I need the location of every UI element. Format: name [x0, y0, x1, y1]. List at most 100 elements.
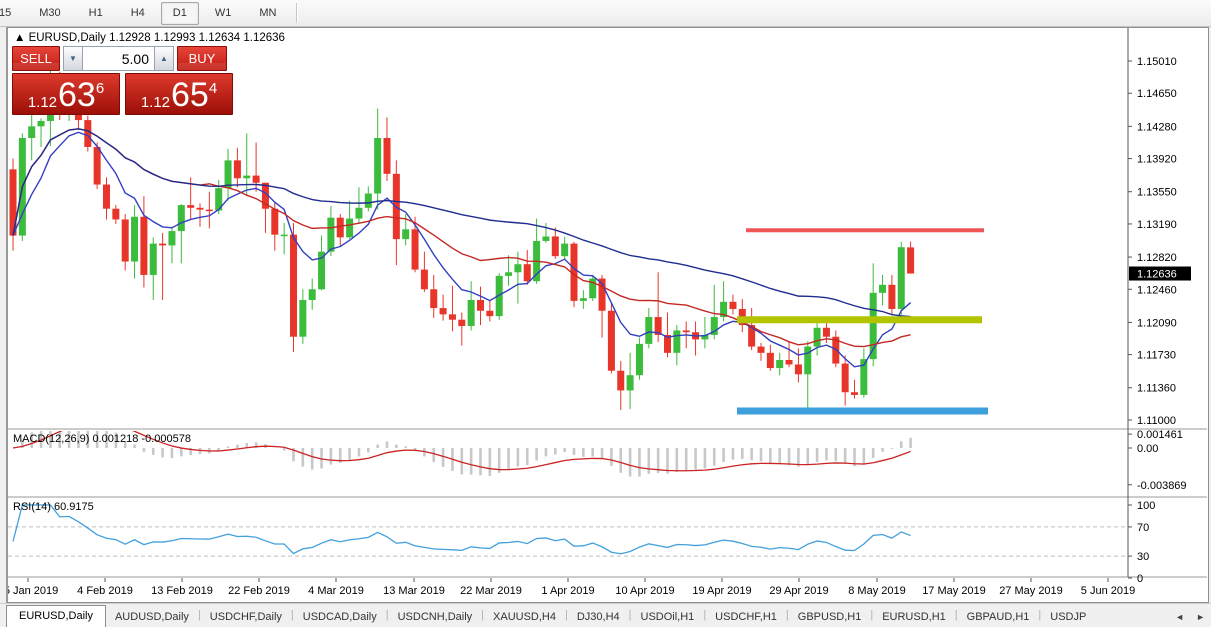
timeframe-button-h4[interactable]: H4: [130, 6, 145, 19]
tabs-scroll-right-icon[interactable]: ►: [1196, 612, 1205, 622]
macd-pane: [12, 431, 912, 477]
tab-scroll-arrows: ◄ ►: [1172, 611, 1208, 623]
date-tick-label: 22 Mar 2019: [460, 585, 522, 597]
symbol-tab-usdcnh-daily[interactable]: USDCNH,Daily: [397, 611, 473, 623]
macd-axis-label: -0.003869: [1137, 480, 1187, 492]
symbol-tab-eurusd-h1[interactable]: EURUSD,H1: [882, 611, 946, 623]
sell-button[interactable]: SELL: [12, 46, 60, 71]
buy-price-display[interactable]: 1.12 65 4: [125, 73, 233, 115]
current-price-label: 1.12636: [1137, 269, 1177, 281]
macd-axis-label: 0.00: [1137, 443, 1158, 455]
price-axis-label: 1.12090: [1137, 317, 1177, 329]
volume-decrease-button[interactable]: ▼: [63, 46, 83, 71]
moving-average-slow: [12, 128, 911, 318]
one-click-trading-panel: SELL ▼ 5.00 ▲ BUY 1.12 63 6 1.12 65 4: [12, 46, 233, 115]
symbol-tab-eurusd-daily[interactable]: EURUSD,Daily: [6, 605, 106, 627]
date-tick-label: 13 Feb 2019: [151, 585, 213, 597]
symbol-tab-usdchf-daily[interactable]: USDCHF,Daily: [209, 611, 282, 623]
sell-price-big: 63: [58, 76, 96, 114]
macd-axis-label: 0.001461: [1137, 429, 1183, 441]
symbol-tab-xauusd-h4[interactable]: XAUUSD,H4: [493, 611, 556, 623]
price-axis-label: 1.14650: [1137, 88, 1177, 100]
date-tick-label: 19 Apr 2019: [692, 585, 751, 597]
buy-button[interactable]: BUY: [177, 46, 227, 71]
tab-separator: |: [703, 609, 707, 621]
tab-separator: |: [628, 609, 632, 621]
date-tick-label: 29 Apr 2019: [769, 585, 828, 597]
symbol-tab-gbpaud-h1[interactable]: GBPAUD,H1: [966, 611, 1030, 623]
rsi-axis-label: 0: [1137, 573, 1143, 585]
rsi-axis-label: 30: [1137, 551, 1149, 563]
chart-ohlc-header: ▲ EURUSD,Daily 1.12928 1.12993 1.12634 1…: [14, 32, 285, 44]
price-axis-label: 1.12820: [1137, 252, 1177, 264]
rsi-axis-label: 100: [1137, 500, 1155, 512]
chart-window[interactable]: 1.15010 1.14650 1.14280 1.13920 1.13550 1.131…: [6, 27, 1209, 603]
tab-separator: |: [290, 609, 294, 621]
moving-average-fast: [12, 131, 912, 368]
timeframe-button-d1[interactable]: D1: [160, 1, 199, 25]
timeframe-button-w1[interactable]: W1: [214, 6, 232, 19]
toolbar-separator: [296, 3, 299, 23]
symbol-tabbar: EURUSD,Daily AUDUSD,Daily | USDCHF,Daily | US…: [0, 603, 1211, 627]
symbol-tab-gbpusd-h1[interactable]: GBPUSD,H1: [797, 611, 862, 623]
symbol-tabs: EURUSD,Daily AUDUSD,Daily | USDCHF,Daily | US…: [0, 605, 1095, 627]
sell-price-display[interactable]: 1.12 63 6: [12, 73, 120, 115]
rsi-label: RSI(14) 60.9175: [13, 501, 94, 513]
tabs-scroll-left-icon[interactable]: ◄: [1175, 612, 1185, 622]
buy-price-pip: 4: [208, 80, 218, 97]
symbol-tab-usdcad-daily[interactable]: USDCAD,Daily: [302, 611, 377, 623]
tab-separator: |: [785, 609, 789, 621]
rsi-line: [12, 504, 911, 555]
price-axis-label: 1.11000: [1137, 415, 1176, 427]
symbol-tab-usdjp[interactable]: USDJP: [1050, 611, 1087, 623]
macd-signal-line: [12, 431, 911, 472]
date-tick-label: 10 Apr 2019: [615, 585, 674, 597]
timeframe-button-mn[interactable]: MN: [259, 6, 277, 19]
date-tick-label: 27 May 2019: [999, 585, 1063, 597]
timeframe-button-h1[interactable]: H1: [88, 6, 103, 19]
timeframe-button-15[interactable]: 15: [0, 6, 12, 19]
date-axis: 25 Jan 2019 4 Feb 2019 13 Feb 2019 22 Feb 2…: [8, 578, 1135, 597]
timeframe-toolbar: 15 M30 H1 H4 D1 W1 MN: [0, 0, 1211, 27]
buy-price-big: 65: [171, 76, 209, 114]
price-axis-label: 1.13190: [1137, 219, 1177, 231]
price-axis-label: 1.14280: [1137, 121, 1177, 133]
macd-label: MACD(12,26,9) 0.001218 -0.000578: [13, 433, 191, 445]
tab-separator: |: [1038, 609, 1042, 621]
tab-separator: |: [870, 609, 874, 621]
date-tick-label: 1 Apr 2019: [541, 585, 594, 597]
tab-separator: |: [481, 609, 485, 621]
symbol-tab-dj30-h4[interactable]: DJ30,H4: [576, 611, 620, 623]
price-axis-label: 1.12460: [1137, 284, 1177, 296]
tab-separator: |: [385, 609, 389, 621]
volume-input[interactable]: 5.00: [83, 46, 154, 71]
volume-stepper: ▼ 5.00 ▲: [63, 46, 174, 71]
price-axis-label: 1.13920: [1137, 154, 1177, 166]
tab-separator: |: [954, 609, 958, 621]
price-axis-label: 1.11730: [1137, 350, 1176, 362]
date-tick-label: 25 Jan 2019: [8, 585, 58, 597]
tab-separator: |: [565, 609, 568, 621]
date-tick-label: 4 Mar 2019: [308, 585, 364, 597]
tab-separator: |: [197, 609, 201, 621]
symbol-tab-audusd-daily[interactable]: AUDUSD,Daily: [114, 611, 189, 623]
current-price-badge: [1129, 266, 1191, 281]
volume-increase-button[interactable]: ▲: [154, 46, 174, 71]
sell-price-base: 1.12: [27, 94, 58, 111]
date-tick-label: 5 Jun 2019: [1081, 585, 1135, 597]
sell-price-pip: 6: [95, 80, 105, 97]
symbol-tab-usdchf-h1[interactable]: USDCHF,H1: [715, 611, 777, 623]
timeframe-button-m30[interactable]: M30: [39, 6, 61, 19]
price-axis-label: 1.15010: [1137, 56, 1177, 68]
rsi-axis-label: 70: [1137, 522, 1149, 534]
symbol-tab-usdoil-h1[interactable]: USDOil,H1: [640, 611, 695, 623]
price-axis-label: 1.13550: [1137, 187, 1177, 199]
date-tick-label: 17 May 2019: [922, 585, 986, 597]
price-axis-label: 1.11360: [1137, 383, 1176, 395]
timeframe-buttons: 15 M30 H1 H4 D1 W1 MN: [0, 1, 304, 25]
date-tick-label: 22 Feb 2019: [228, 585, 290, 597]
rsi-pane: [8, 504, 1128, 557]
date-tick-label: 4 Feb 2019: [77, 585, 133, 597]
buy-price-base: 1.12: [140, 94, 171, 111]
